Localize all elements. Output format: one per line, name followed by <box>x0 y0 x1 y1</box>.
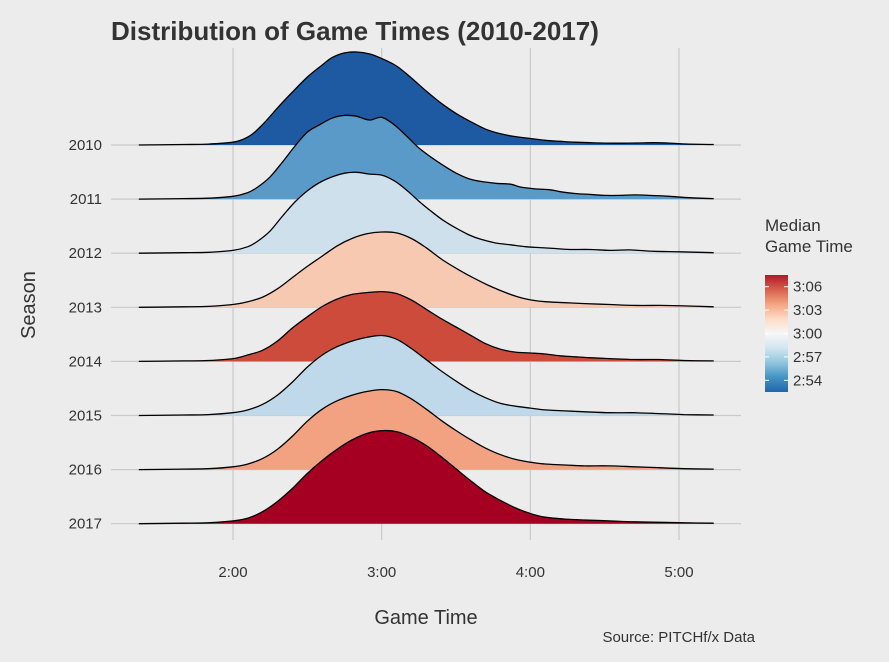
ridge-outline-2011 <box>138 114 714 200</box>
y-tick-label-2011: 2011 <box>70 191 102 208</box>
ridge-outline-2015 <box>138 334 714 417</box>
x-tick-label-3: 5:00 <box>664 564 693 581</box>
legend-label-2: 3:00 <box>793 326 822 343</box>
ridge-2010 <box>138 51 714 146</box>
legend-label-1: 2:57 <box>793 349 822 366</box>
ridge-outline-2014 <box>138 290 714 363</box>
ridge-2013 <box>138 231 714 308</box>
ridge-fill-2013 <box>138 231 714 308</box>
ridge-fill-2016 <box>138 389 714 470</box>
x-tick-label-2: 4:00 <box>516 564 545 581</box>
chart-title: Distribution of Game Times (2010-2017) <box>111 16 599 46</box>
y-tick-label-2014: 2014 <box>69 353 102 370</box>
ridge-fill-2012 <box>138 172 714 254</box>
ridge-fill-2011 <box>138 115 714 200</box>
y-tick-label-2012: 2012 <box>69 245 102 262</box>
ridges <box>138 51 714 525</box>
y-tick-label-2010: 2010 <box>69 137 102 154</box>
x-axis-title: Game Time <box>374 607 477 629</box>
legend-label-3: 3:03 <box>793 302 822 319</box>
chart-caption: Source: PITCHf/x Data <box>602 629 755 646</box>
ridge-outline-2016 <box>138 388 714 471</box>
ridge-outline-2013 <box>138 231 714 308</box>
legend-colorbar <box>765 275 788 392</box>
ridge-outline-2012 <box>138 171 714 254</box>
ridge-2017 <box>138 429 714 525</box>
ridge-2014 <box>138 290 714 363</box>
x-tick-label-1: 3:00 <box>367 564 396 581</box>
ridge-2015 <box>138 334 714 417</box>
ridge-2012 <box>138 171 714 254</box>
ridge-fill-2015 <box>138 335 714 416</box>
ridge-outline-2010 <box>138 51 714 146</box>
y-tick-label-2017: 2017 <box>69 516 102 533</box>
y-tick-label-2015: 2015 <box>69 408 102 425</box>
legend-label-0: 2:54 <box>793 372 822 389</box>
y-tick-label-2016: 2016 <box>69 462 102 479</box>
legend-ticks: 2:54 2:57 3:00 3:03 3:06 <box>765 279 822 389</box>
legend-label-4: 3:06 <box>793 279 822 296</box>
ridge-fill-2014 <box>138 291 714 362</box>
ridge-2016 <box>138 388 714 471</box>
y-axis-title: Season <box>18 271 40 339</box>
ridge-2011 <box>138 114 714 200</box>
x-tick-label-0: 2:00 <box>218 564 247 581</box>
ridge-fill-2017 <box>138 430 714 524</box>
y-axis-ticks: 2010 2011 2012 2013 2014 2015 2016 2017 <box>69 137 102 533</box>
y-tick-label-2013: 2013 <box>69 299 102 316</box>
x-axis-ticks: 2:00 3:00 4:00 5:00 <box>218 564 693 581</box>
ridge-fill-2010 <box>138 51 714 145</box>
legend-title: Median Game Time <box>765 216 853 256</box>
legend: Median Game Time 2:54 2:57 3:00 3:03 3:06 <box>765 216 853 392</box>
ridge-outline-2017 <box>138 429 714 525</box>
